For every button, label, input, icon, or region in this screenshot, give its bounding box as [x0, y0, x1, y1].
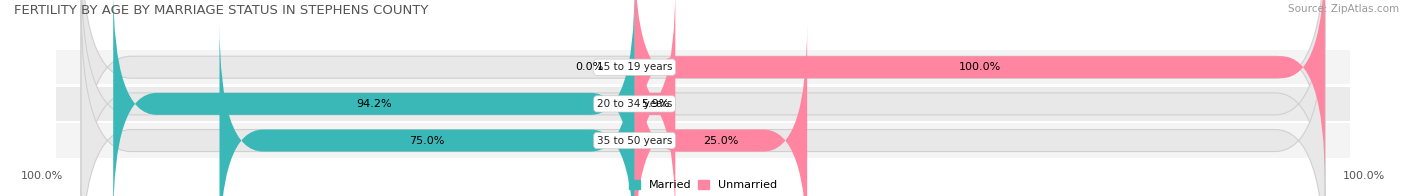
Text: 100.0%: 100.0%: [1343, 171, 1385, 181]
FancyBboxPatch shape: [114, 0, 634, 196]
FancyBboxPatch shape: [82, 0, 1324, 196]
FancyBboxPatch shape: [631, 0, 678, 196]
Legend: Married, Unmarried: Married, Unmarried: [628, 180, 778, 191]
Bar: [56, 50, 1350, 84]
Text: 100.0%: 100.0%: [21, 171, 63, 181]
FancyBboxPatch shape: [634, 0, 1324, 185]
Bar: [56, 123, 1350, 158]
Text: 94.2%: 94.2%: [356, 99, 392, 109]
Text: 35 to 50 years: 35 to 50 years: [598, 136, 672, 146]
Text: 15 to 19 years: 15 to 19 years: [596, 62, 672, 72]
FancyBboxPatch shape: [82, 5, 1324, 196]
Bar: [56, 87, 1350, 121]
Text: FERTILITY BY AGE BY MARRIAGE STATUS IN STEPHENS COUNTY: FERTILITY BY AGE BY MARRIAGE STATUS IN S…: [14, 4, 429, 17]
Text: 5.9%: 5.9%: [641, 99, 669, 109]
Text: Source: ZipAtlas.com: Source: ZipAtlas.com: [1288, 4, 1399, 14]
Text: 100.0%: 100.0%: [959, 62, 1001, 72]
Text: 25.0%: 25.0%: [703, 136, 738, 146]
Text: 75.0%: 75.0%: [409, 136, 444, 146]
Text: 20 to 34 years: 20 to 34 years: [598, 99, 672, 109]
FancyBboxPatch shape: [219, 23, 634, 196]
FancyBboxPatch shape: [82, 0, 1324, 196]
FancyBboxPatch shape: [634, 23, 807, 196]
Text: 0.0%: 0.0%: [575, 62, 603, 72]
